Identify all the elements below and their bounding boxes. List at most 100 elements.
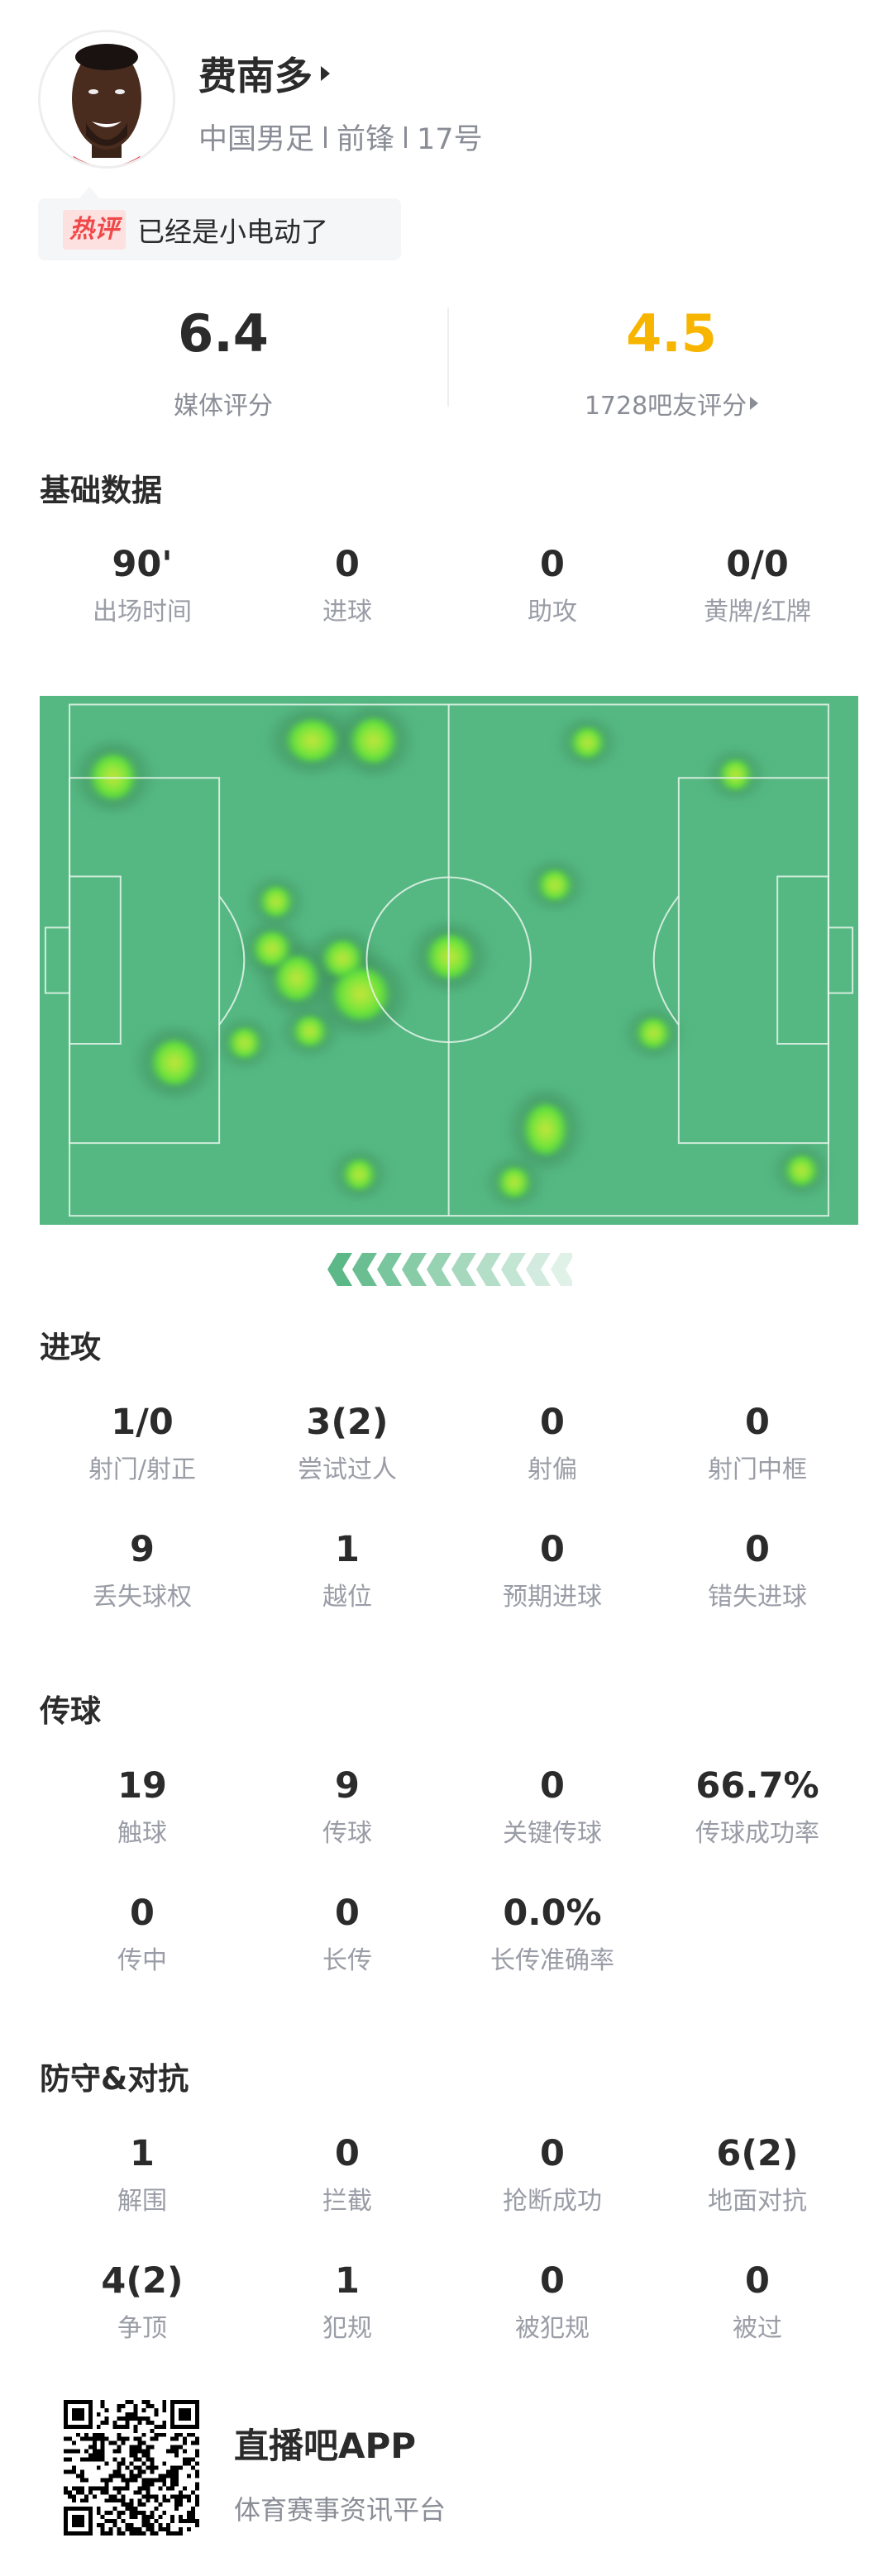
stat-label: 错失进球 bbox=[708, 1583, 807, 1612]
stat-label: 出场时间 bbox=[93, 598, 192, 626]
stat-item: 0/0 黄牌/红牌 bbox=[655, 546, 860, 627]
player-avatar[interactable] bbox=[38, 30, 175, 169]
chevron-left-icon bbox=[476, 1253, 501, 1286]
heatmap-spot bbox=[351, 716, 397, 765]
player-info: 中国男足 前锋 17号 bbox=[198, 116, 483, 158]
heatmap-spot bbox=[637, 1017, 670, 1050]
stat-label: 进球 bbox=[322, 598, 372, 626]
stat-value: 0 bbox=[540, 2260, 565, 2302]
stat-value: 9 bbox=[130, 1529, 155, 1570]
stat-label: 助攻 bbox=[528, 598, 577, 626]
stat-value: 0 bbox=[540, 1765, 565, 1807]
section-title-attack: 进攻 bbox=[40, 1330, 101, 1365]
heatmap-spot bbox=[538, 869, 571, 902]
stat-item: 0 错失进球 bbox=[655, 1531, 860, 1612]
stat-item: 0 进球 bbox=[245, 546, 450, 627]
heatmap-spot bbox=[253, 930, 291, 968]
heatmap-spot bbox=[90, 752, 136, 802]
stat-label: 射偏 bbox=[528, 1455, 577, 1484]
stat-item: 0 射偏 bbox=[450, 1404, 655, 1485]
player-name-link[interactable]: 费南多 bbox=[198, 46, 330, 101]
heatmap-spot bbox=[427, 932, 473, 980]
stat-value: 6(2) bbox=[716, 2133, 799, 2174]
stat-item: 0 传中 bbox=[40, 1895, 245, 1976]
stat-value: 3(2) bbox=[306, 1402, 389, 1443]
stat-item: 0.0% 长传准确率 bbox=[450, 1895, 655, 1976]
pitch-lines bbox=[45, 704, 852, 1216]
stat-label: 被犯规 bbox=[515, 2314, 590, 2343]
stat-item: 0 射门中框 bbox=[655, 1404, 860, 1485]
stat-value: 0 bbox=[335, 1893, 360, 1934]
stat-value: 0 bbox=[540, 1402, 565, 1443]
stat-value: 1 bbox=[130, 2133, 155, 2174]
player-number: 17号 bbox=[417, 123, 483, 156]
stat-value: 19 bbox=[117, 1765, 167, 1807]
stat-item: 0 抢断成功 bbox=[450, 2136, 655, 2217]
stat-item: 6(2) 地面对抗 bbox=[655, 2136, 860, 2217]
stat-value: 0/0 bbox=[726, 544, 789, 585]
player-position: 前锋 bbox=[337, 123, 395, 156]
stat-label: 丢失球权 bbox=[93, 1583, 192, 1612]
stat-value: 1 bbox=[335, 2260, 360, 2302]
stat-label: 预期进球 bbox=[503, 1583, 602, 1612]
heatmap-spot bbox=[523, 1102, 568, 1157]
stat-label: 黄牌/红牌 bbox=[703, 598, 812, 626]
stat-item: 0 预期进球 bbox=[450, 1531, 655, 1612]
app-name: 直播吧APP bbox=[234, 2426, 417, 2466]
stat-label: 长传 bbox=[322, 1946, 372, 1975]
hot-comment[interactable]: 热评 已经是小电动了 bbox=[38, 187, 401, 260]
stat-item: 0 被犯规 bbox=[450, 2263, 655, 2344]
chevron-left-icon bbox=[451, 1253, 476, 1286]
stat-value: 4(2) bbox=[101, 2260, 184, 2302]
stat-item: 0 助攻 bbox=[450, 546, 655, 627]
media-rating-label: 媒体评分 bbox=[174, 392, 273, 421]
chevron-left-icon bbox=[327, 1253, 352, 1286]
heatmap-spot bbox=[151, 1038, 198, 1088]
stat-item: 0 关键传球 bbox=[450, 1768, 655, 1849]
attack-direction-arrows bbox=[327, 1253, 572, 1286]
stat-value: 0 bbox=[335, 544, 360, 585]
chevron-left-icon bbox=[501, 1253, 526, 1286]
stat-label: 传中 bbox=[117, 1946, 167, 1975]
stat-item: 0 拦截 bbox=[245, 2136, 450, 2217]
heatmap-spot bbox=[786, 1154, 818, 1188]
stat-item: 4(2) 争顶 bbox=[40, 2263, 245, 2344]
stat-label: 犯规 bbox=[322, 2314, 372, 2343]
section-title-passing: 传球 bbox=[40, 1693, 101, 1729]
stat-label: 被过 bbox=[733, 2314, 782, 2343]
heatmap-spot bbox=[332, 965, 390, 1022]
stat-item: 9 传球 bbox=[245, 1768, 450, 1849]
chevron-left-icon bbox=[377, 1253, 402, 1286]
stat-value: 0 bbox=[540, 544, 565, 585]
chevron-left-icon bbox=[352, 1253, 377, 1286]
stat-value: 9 bbox=[335, 1765, 360, 1807]
player-photo bbox=[41, 32, 173, 166]
section-title-defense: 防守&对抗 bbox=[40, 2061, 189, 2097]
hot-comment-tag: 热评 bbox=[63, 209, 126, 250]
media-rating: 6.4 媒体评分 bbox=[99, 304, 347, 421]
player-name: 费南多 bbox=[198, 54, 313, 98]
stat-item: 1/0 射门/射正 bbox=[40, 1404, 245, 1485]
stat-item: 0 被过 bbox=[655, 2263, 860, 2344]
fan-rating[interactable]: 4.5 1728吧友评分 bbox=[547, 304, 795, 421]
stat-item: 66.7% 传球成功率 bbox=[655, 1768, 860, 1849]
chevron-left-icon bbox=[427, 1253, 451, 1286]
stat-label: 传球成功率 bbox=[695, 1819, 819, 1848]
stat-value: 0 bbox=[540, 1529, 565, 1570]
stat-value: 0.0% bbox=[503, 1893, 602, 1934]
heatmap-spot bbox=[343, 1158, 375, 1192]
stat-label: 抢断成功 bbox=[503, 2187, 602, 2216]
stat-value: 90' bbox=[112, 544, 173, 585]
fan-rating-label: 1728吧友评分 bbox=[584, 392, 747, 421]
section-title-basic: 基础数据 bbox=[40, 473, 162, 508]
heatmap-spot bbox=[286, 717, 338, 764]
heatmap-spot bbox=[228, 1026, 260, 1059]
heatmap-spot bbox=[719, 758, 752, 792]
stat-label: 地面对抗 bbox=[708, 2187, 807, 2216]
hot-comment-text: 已经是小电动了 bbox=[137, 215, 328, 248]
stat-label: 争顶 bbox=[117, 2314, 167, 2343]
heatmap-pitch bbox=[40, 696, 858, 1225]
stat-item: 3(2) 尝试过人 bbox=[245, 1404, 450, 1485]
stat-label: 长传准确率 bbox=[490, 1946, 614, 1975]
stat-item: 19 触球 bbox=[40, 1768, 245, 1849]
